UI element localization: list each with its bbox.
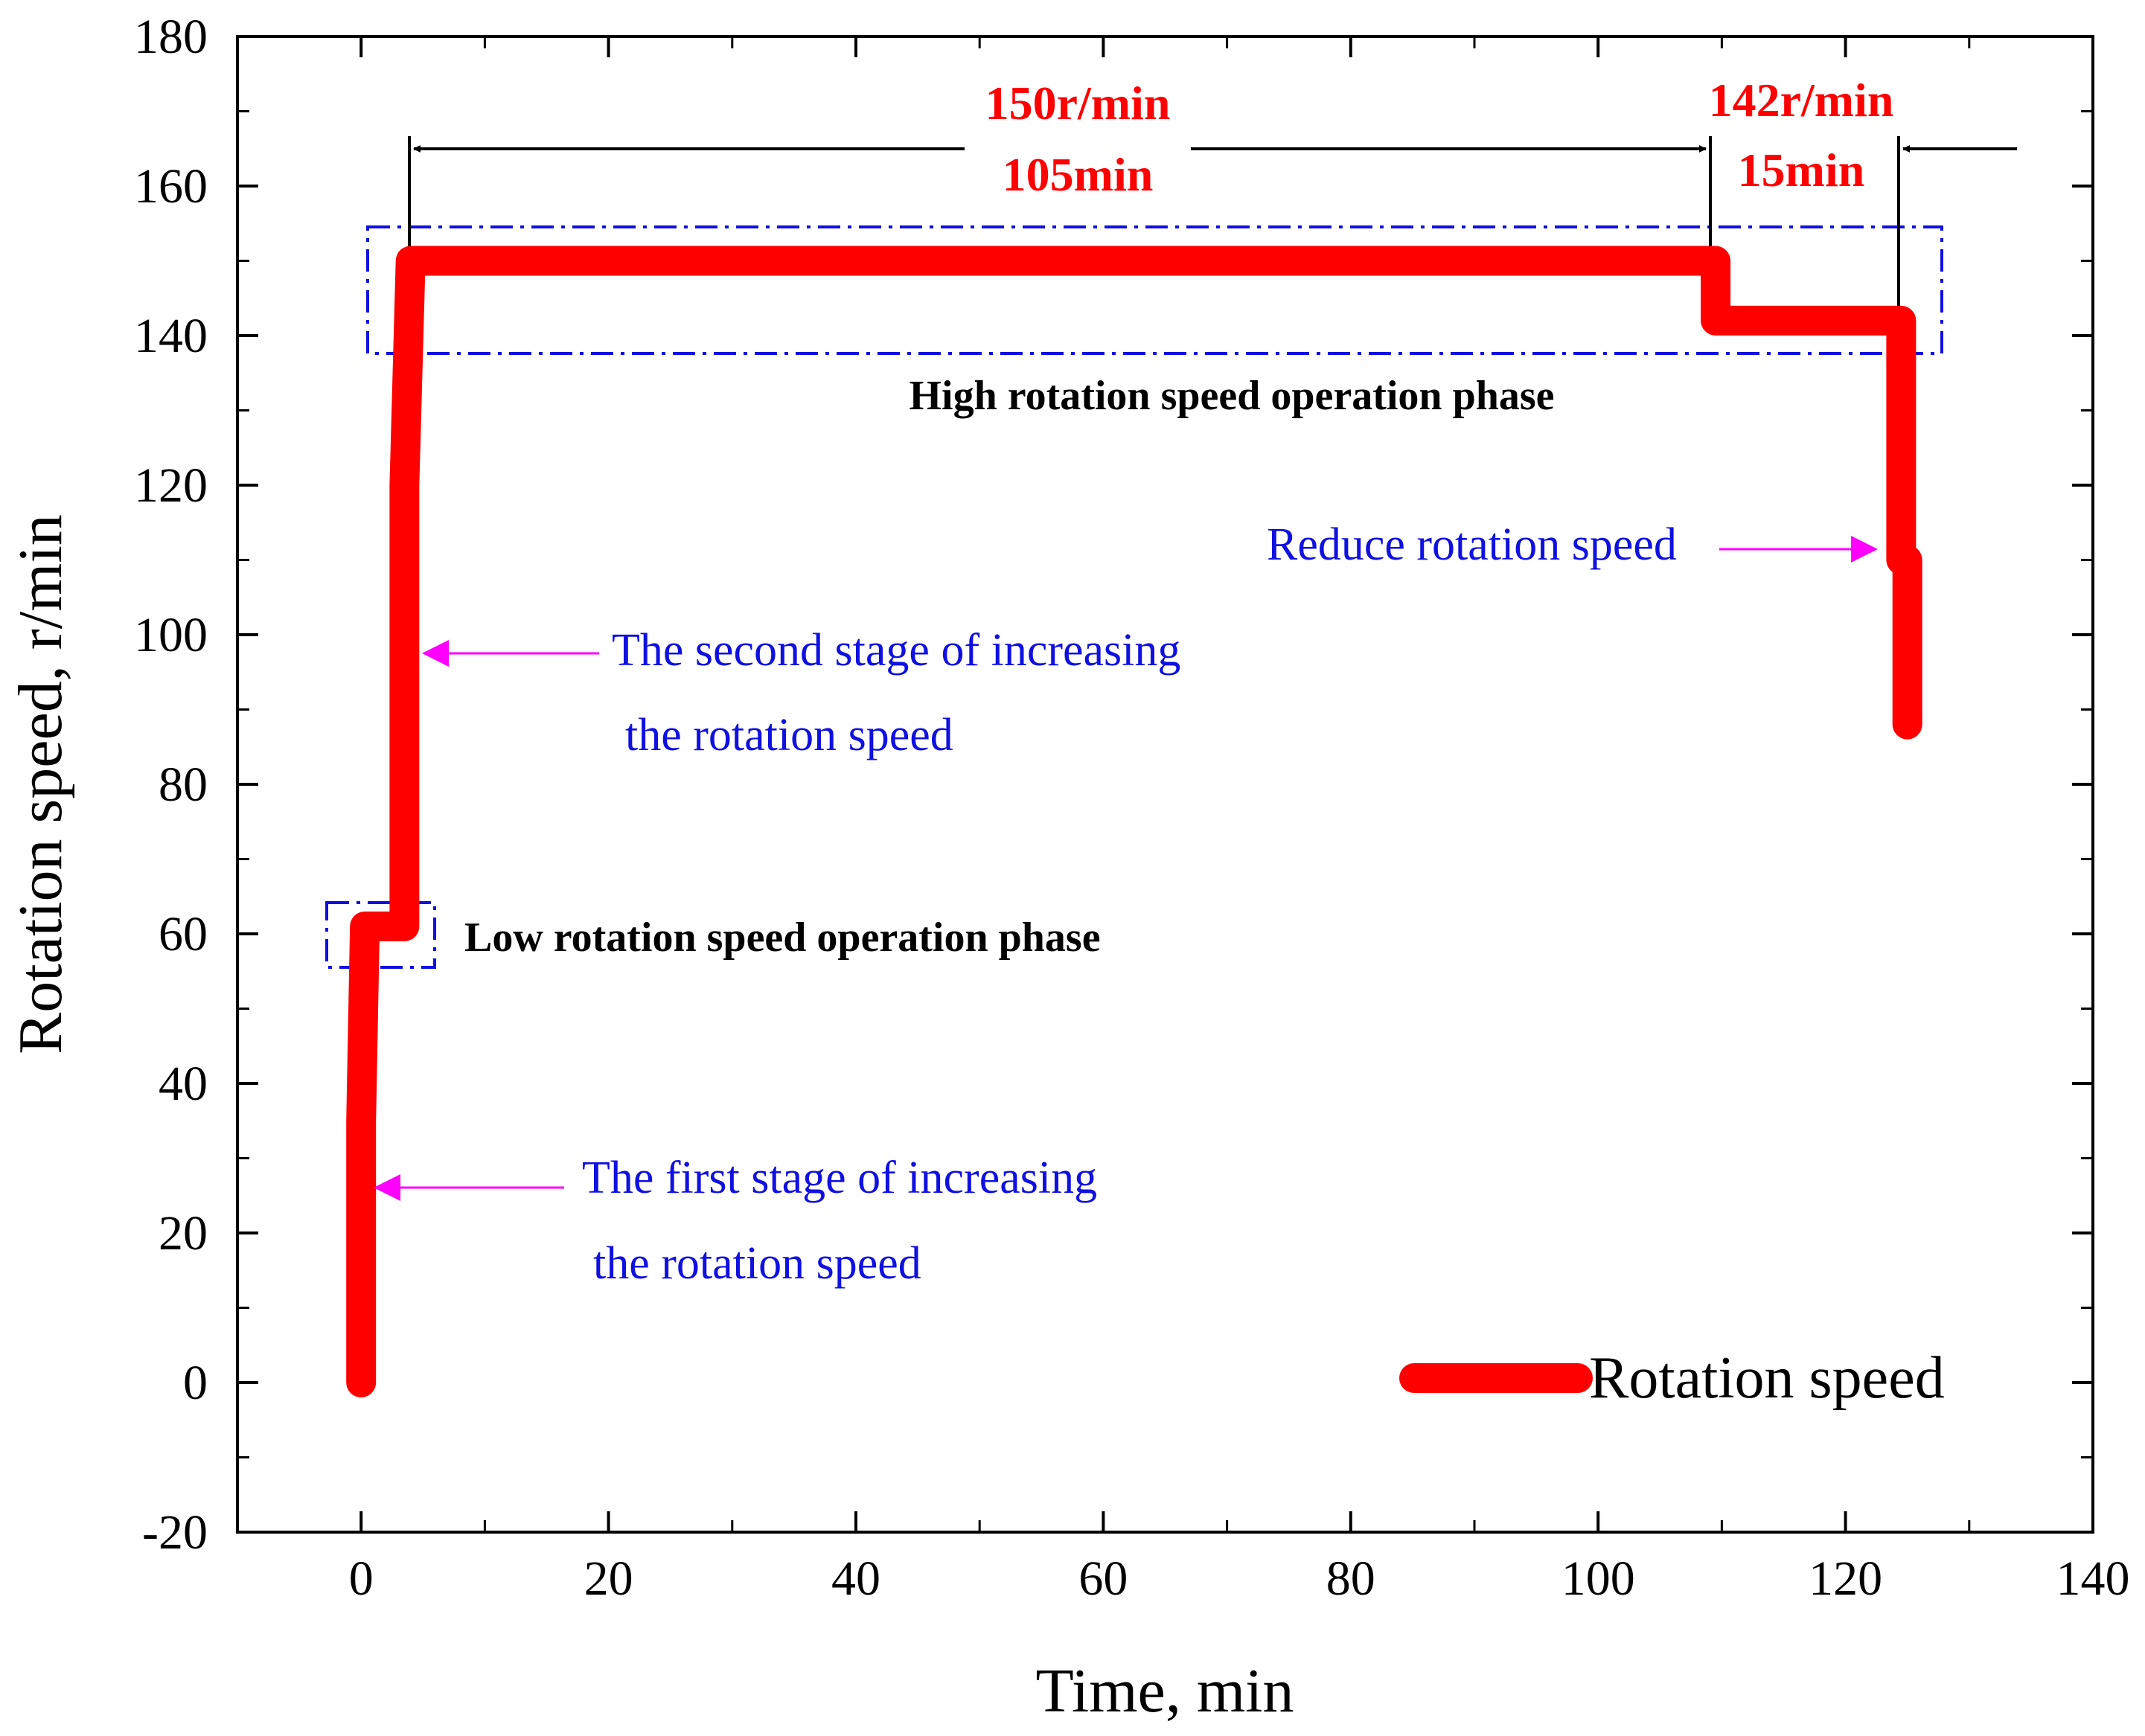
axis-ticks [236,35,2094,1534]
x-tick-label: 60 [1078,1551,1128,1606]
x-tick-label: 20 [584,1551,633,1606]
second-stage-label-line1: The second stage of increasing [612,625,1180,676]
y-tick-label: -20 [142,1505,208,1560]
y-tick-label: 160 [134,159,208,214]
x-tick-label: 120 [1809,1551,1882,1606]
first-stage-label-line2: the rotation speed [593,1238,921,1289]
legend-label: Rotation speed [1589,1345,1945,1411]
x-tick-label: 40 [831,1551,880,1606]
annotation-15-duration: 15min [1738,144,1865,196]
legend: Rotation speed [1399,1345,1945,1411]
annotation-150-speed: 150r/min [985,77,1171,129]
y-tick-label: 140 [134,309,208,363]
axis-tick-labels: 0 20 40 60 80 100 120 140 -20 0 20 40 60 80 100 120 140 1… [134,10,2130,1606]
annotation-105-duration: 105min [1003,148,1154,201]
series-layer [346,246,1922,1397]
y-tick-label: 0 [183,1356,208,1410]
duration-markers [408,136,2017,316]
x-axis-label: Time, min [1036,1656,1294,1726]
x-tick-label: 100 [1561,1551,1635,1606]
high-phase-label: High rotation speed operation phase [909,373,1554,419]
reduce-speed-label: Reduce rotation speed [1267,519,1677,570]
annotation-142-speed: 142r/min [1709,74,1894,126]
series-line-0 [346,246,1922,1397]
y-tick-label: 60 [159,907,208,961]
first-stage-label-line1: The first stage of increasing [582,1153,1097,1203]
x-tick-label: 0 [349,1551,374,1606]
y-tick-label: 180 [134,10,208,64]
x-tick-label: 80 [1326,1551,1375,1606]
y-axis-label: Rotation speed, r/min [6,514,75,1054]
x-tick-label: 140 [2056,1551,2130,1606]
high-phase-box [366,225,1943,355]
low-phase-box [325,901,436,969]
second-stage-label-line2: the rotation speed [625,710,953,760]
low-phase-label: Low rotation speed operation phase [464,915,1101,961]
y-tick-label: 20 [159,1206,208,1261]
y-tick-label: 100 [134,608,208,662]
pointer-arrows [374,536,1878,1201]
y-tick-label: 120 [134,458,208,513]
y-tick-label: 80 [159,758,208,812]
y-tick-label: 40 [159,1057,208,1111]
